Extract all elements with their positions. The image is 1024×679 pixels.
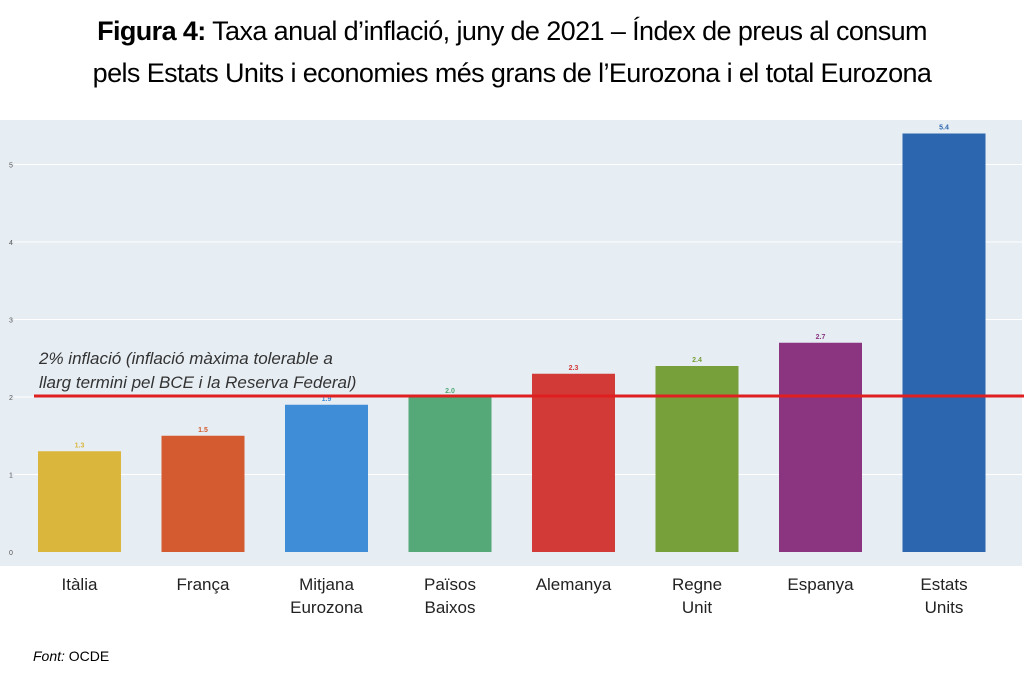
y-axis-ticks: 0 1 2 3 4 5 [9,163,13,558]
chart-title-text-1: Taxa anual d’inflació, juny de 2021 – Ín… [212,16,927,46]
y-tick-label: 5 [9,163,13,170]
x-tick-label: Regne [672,575,722,594]
x-tick-label: Estats [920,575,967,594]
x-axis-labels: Itàlia França Mitjana Eurozona Països Baixos A… [62,575,968,617]
value-label: 1.3 [75,442,85,449]
value-label: 2.3 [569,365,579,372]
x-tick-label: Units [925,598,964,617]
y-tick-label: 2 [9,395,13,402]
chart-title-line-2: pels Estats Units i economies més grans … [92,58,932,88]
source-note: Font: OCDE [33,648,109,664]
bars [38,133,986,552]
value-label: 2.7 [816,334,826,341]
x-tick-label: Itàlia [62,575,98,594]
y-tick-label: 1 [9,473,13,480]
x-tick-label: Eurozona [290,598,363,617]
x-tick-label: Espanya [787,575,854,594]
value-labels: 1.3 1.5 1.9 2.0 2.3 2.4 2.7 5.4 [75,125,949,450]
bar [285,404,368,552]
figure-number: Figura 4: [97,16,206,46]
bar [38,451,121,552]
source-value: OCDE [68,648,110,664]
value-label: 5.4 [939,125,949,132]
bar [902,133,986,552]
value-label: 1.5 [198,427,208,434]
x-tick-label: França [177,575,230,594]
plot-background [0,120,1022,566]
value-label: 2.4 [692,357,702,364]
y-tick-label: 0 [9,550,13,557]
reference-line-label-1: 2% inflació (inflació màxima tolerable a [38,349,333,368]
chart-title: Figura 4: Taxa anual d’inflació, juny de… [0,10,1024,94]
y-tick-label: 4 [9,240,13,247]
bar [655,366,739,552]
bar [161,435,245,552]
bar [779,342,862,552]
bar [532,373,615,552]
chart-title-line-1: Figura 4: Taxa anual d’inflació, juny de… [0,10,1024,52]
x-tick-label: Mitjana [299,575,354,594]
y-tick-label: 3 [9,318,13,325]
source-label: Font: [33,648,65,664]
x-tick-label: Països [424,575,476,594]
x-tick-label: Unit [682,598,713,617]
reference-line-label-2: llarg termini pel BCE i la Reserva Feder… [39,373,356,392]
value-label: 1.9 [322,396,332,403]
x-tick-label: Baixos [424,598,475,617]
x-tick-label: Alemanya [536,575,612,594]
value-label: 2.0 [445,388,455,395]
bar [408,397,492,552]
